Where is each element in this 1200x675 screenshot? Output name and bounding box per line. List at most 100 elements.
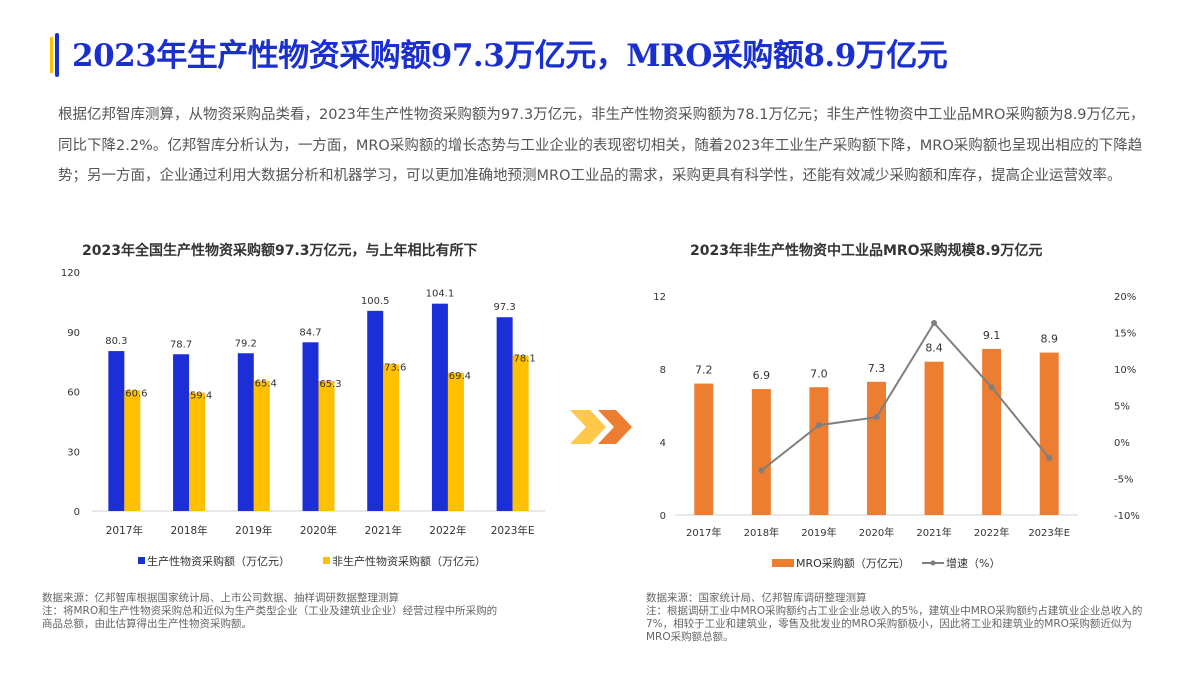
growth-line (760, 321, 1050, 472)
bar-mro (867, 381, 886, 515)
x-tick-label: 2023年E (1028, 526, 1070, 539)
growth-point (815, 422, 822, 429)
chevron-right-icon (598, 410, 632, 444)
bar-non-production (189, 392, 206, 511)
growth-point (758, 467, 765, 474)
legend-label: 非生产性物资采购额（万亿元） (332, 554, 486, 568)
y-tick-label: 120 (61, 268, 80, 279)
page-title: 2023年生产性物资采购额97.3万亿元，MRO采购额8.9万亿元 (72, 38, 948, 74)
legend-label: 增速（%） (946, 556, 1000, 570)
y2-tick-label: -5% (1114, 475, 1133, 486)
left-chart-title: 2023年全国生产性物资采购额97.3万亿元，与上年相比有所下 (82, 243, 478, 259)
data-label: 80.3 (105, 336, 127, 347)
data-label: 78.1 (514, 353, 536, 364)
y2-tick-label: -10% (1114, 511, 1140, 522)
data-label: 59.4 (190, 391, 212, 402)
data-label: 97.3 (494, 302, 516, 313)
data-label: 73.6 (384, 362, 406, 373)
left-footnote: 注：将MRO和生产性物资采购总和近似为生产类型企业（工业及建筑业企业）经营过程中… (42, 605, 498, 630)
growth-point (988, 384, 995, 391)
bar-production (302, 342, 319, 511)
chevron-right-icon (570, 410, 606, 444)
bar-production (496, 317, 513, 511)
right-source: 数据来源：国家统计局、亿邦智库调研整理测算 (646, 592, 867, 604)
y-tick-label: 8 (660, 365, 666, 376)
x-tick-label: 2023年E (491, 524, 535, 537)
growth-point (873, 414, 880, 421)
intro-paragraph: 根据亿邦智库测算，从物资采购品类看，2023年生产性物资采购额为97.3万亿元，… (58, 107, 1145, 184)
bar-non-production (383, 364, 400, 511)
x-tick-label: 2021年 (916, 526, 951, 539)
x-tick-label: 2019年 (235, 524, 272, 537)
data-label: 69.4 (449, 371, 471, 382)
x-tick-label: 2021年 (365, 524, 402, 537)
growth-point (931, 320, 938, 327)
legend-marker (930, 560, 936, 566)
data-label: 8.4 (925, 342, 943, 355)
data-label: 8.9 (1040, 333, 1058, 346)
data-label: 6.9 (753, 369, 771, 382)
legend-swatch (323, 557, 330, 564)
x-tick-label: 2022年 (429, 524, 466, 537)
bar-mro (982, 348, 1002, 515)
left-notes: 数据来源：亿邦智库根据国家统计局、上市公司数据、抽样调研数据整理测算 注：将MR… (42, 592, 502, 631)
bar-mro (694, 383, 714, 515)
data-label: 100.5 (361, 296, 390, 307)
data-label: 104.1 (426, 289, 455, 300)
data-label: 79.2 (235, 338, 257, 349)
bar-non-production (512, 355, 529, 511)
y-tick-label: 90 (67, 328, 80, 339)
data-label: 65.4 (255, 379, 277, 390)
bar-mro (751, 389, 771, 515)
y-tick-label: 60 (67, 388, 80, 399)
data-label: 84.7 (299, 327, 321, 338)
data-label: 9.1 (983, 329, 1001, 342)
right-notes: 数据来源：国家统计局、亿邦智库调研整理测算 注：根据调研工业中MRO采购额约占工… (646, 592, 1146, 644)
bar-production (367, 310, 384, 511)
y-tick-label: 4 (660, 438, 666, 449)
bar-non-production (447, 372, 464, 511)
y2-tick-label: 15% (1114, 329, 1136, 340)
data-label: 7.2 (695, 364, 713, 377)
x-tick-label: 2020年 (859, 526, 894, 539)
legend-label: MRO采购额（万亿元） (796, 556, 910, 570)
bar-non-production (253, 380, 270, 511)
x-tick-label: 2018年 (744, 526, 779, 539)
bar-non-production (124, 390, 141, 511)
bar-production (237, 353, 254, 511)
bar-mro (1039, 352, 1059, 515)
title-accent-blue (55, 33, 59, 77)
bar-mro (809, 387, 829, 515)
x-tick-label: 2020年 (300, 524, 337, 537)
x-tick-label: 2018年 (170, 524, 207, 537)
y2-tick-label: 5% (1114, 402, 1130, 413)
x-tick-label: 2017年 (686, 526, 721, 539)
y-tick-label: 0 (74, 507, 80, 518)
y-tick-label: 30 (67, 447, 80, 458)
data-label: 60.6 (125, 388, 147, 399)
right-chart-title: 2023年非生产性物资中工业品MRO采购规模8.9万亿元 (690, 243, 1043, 259)
right-footnote: 注：根据调研工业中MRO采购额约占工业企业总收入的5%，建筑业中MRO采购额约占… (646, 605, 1143, 643)
y2-tick-label: 20% (1114, 292, 1136, 303)
growth-point (1046, 455, 1053, 462)
bar-production (108, 351, 125, 511)
legend-swatch (772, 559, 794, 567)
y-tick-label: 0 (660, 511, 666, 522)
left-source: 数据来源：亿邦智库根据国家统计局、上市公司数据、抽样调研数据整理测算 (42, 592, 399, 604)
y2-tick-label: 0% (1114, 438, 1130, 449)
legend-swatch (138, 557, 145, 564)
bar-production (173, 354, 190, 511)
y-tick-label: 12 (653, 292, 666, 303)
bar-mro (924, 361, 944, 515)
legend-label: 生产性物资采购额（万亿元） (147, 554, 290, 568)
y2-tick-label: 10% (1114, 365, 1136, 376)
data-label: 78.7 (170, 339, 192, 350)
title-accent-yellow (50, 37, 53, 73)
data-label: 7.0 (810, 367, 828, 380)
x-tick-label: 2022年 (974, 526, 1009, 539)
x-tick-label: 2017年 (106, 524, 143, 537)
bar-production (431, 303, 448, 511)
bar-non-production (318, 380, 335, 511)
